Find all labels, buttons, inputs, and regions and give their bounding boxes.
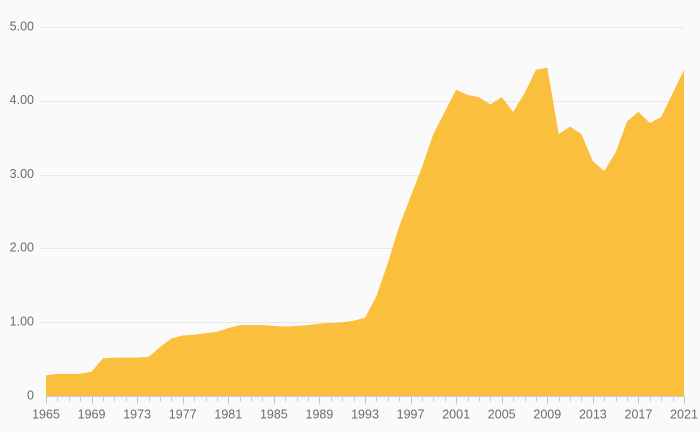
y-tick-label-0: 0 bbox=[27, 388, 34, 402]
x-tick-label-2001: 2001 bbox=[442, 407, 470, 421]
x-tick-label-1977: 1977 bbox=[169, 407, 197, 421]
x-tick-label-2009: 2009 bbox=[533, 407, 561, 421]
x-tick-label-1993: 1993 bbox=[351, 407, 379, 421]
x-tick-label-1985: 1985 bbox=[260, 407, 288, 421]
y-tick-label-1.00: 1.00 bbox=[10, 314, 34, 328]
x-tick-label-2013: 2013 bbox=[579, 407, 607, 421]
area-fill-value bbox=[46, 67, 684, 396]
y-axis-labels: 0 1.00 2.00 3.00 4.00 5.00 bbox=[10, 19, 46, 402]
x-axis-labels: 1965 1969 1973 1977 1981 1985 1989 1993 1997 2001… bbox=[32, 407, 698, 421]
x-axis bbox=[46, 396, 685, 404]
x-tick-label-1965: 1965 bbox=[32, 407, 60, 421]
x-tick-label-2017: 2017 bbox=[625, 407, 653, 421]
y-tick-label-4.00: 4.00 bbox=[10, 93, 34, 107]
area-series bbox=[46, 67, 684, 396]
y-tick-label-3.00: 3.00 bbox=[10, 167, 34, 181]
x-tick-label-1973: 1973 bbox=[123, 407, 151, 421]
x-tick-label-1969: 1969 bbox=[78, 407, 106, 421]
y-tick-label-5.00: 5.00 bbox=[10, 19, 34, 33]
y-tick-label-2.00: 2.00 bbox=[10, 241, 34, 255]
x-tick-label-2021: 2021 bbox=[670, 407, 698, 421]
x-tick-label-1989: 1989 bbox=[306, 407, 334, 421]
x-tick-label-1981: 1981 bbox=[214, 407, 242, 421]
x-tick-label-1997: 1997 bbox=[397, 407, 425, 421]
x-tick-label-2005: 2005 bbox=[488, 407, 516, 421]
